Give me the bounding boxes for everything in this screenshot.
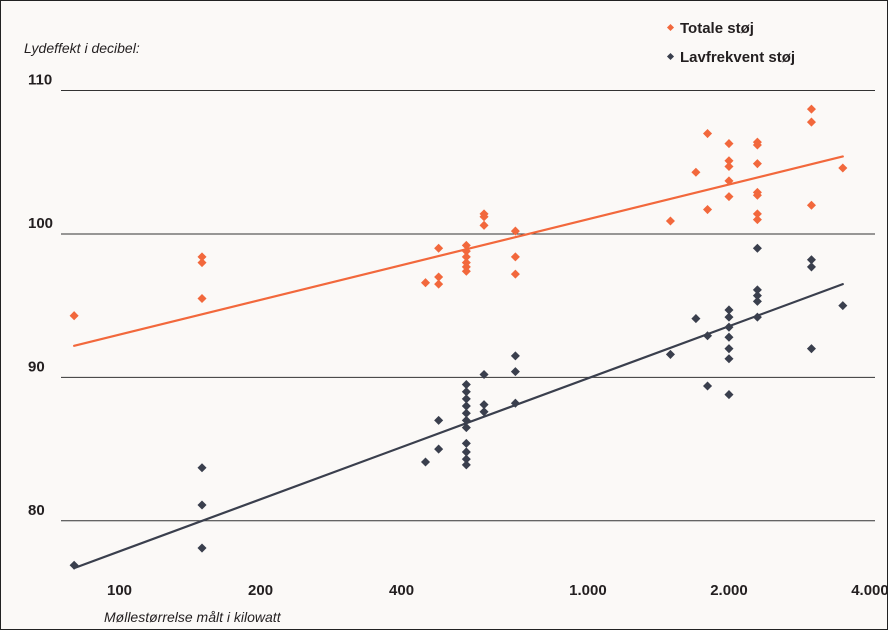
x-axis-label: Møllestørrelse målt i kilowatt [104, 609, 282, 625]
data-point-series-1 [752, 296, 762, 306]
y-tick-label: 100 [28, 215, 53, 232]
legend-item-low: Lavfrekvent støj [666, 49, 795, 66]
data-point-series-0 [724, 192, 734, 202]
data-point-series-1 [461, 438, 471, 448]
data-point-series-0 [197, 258, 207, 268]
legend-marker-total [666, 23, 675, 32]
data-point-series-1 [724, 305, 734, 315]
data-point-series-1 [69, 560, 79, 570]
data-point-series-1 [665, 349, 675, 359]
data-point-series-1 [510, 398, 520, 408]
grid-lines [61, 90, 875, 522]
x-tick-label: 1.000 [569, 582, 607, 599]
data-point-series-1 [691, 314, 701, 324]
x-tick-label: 4.000 [851, 582, 887, 599]
data-point-series-1 [434, 415, 444, 425]
legend-label-low: Lavfrekvent støj [680, 49, 795, 66]
data-point-series-1 [703, 381, 713, 391]
trend-lines [73, 155, 844, 570]
legend-item-total: Totale støj [666, 20, 754, 37]
data-point-series-1 [752, 285, 762, 295]
data-points [69, 104, 848, 570]
data-point-series-0 [724, 139, 734, 149]
data-point-series-0 [479, 220, 489, 230]
data-point-series-1 [806, 344, 816, 354]
data-point-series-0 [197, 252, 207, 262]
legend: Totale støj Lavfrekvent støj [666, 20, 795, 66]
data-point-series-1 [197, 543, 207, 553]
data-point-series-0 [724, 156, 734, 166]
y-tick-label: 110 [28, 72, 52, 89]
data-point-series-0 [752, 137, 762, 147]
x-tick-label: 200 [248, 582, 273, 599]
x-tick-labels: 100 200 400 1.000 2.000 4.000 [107, 582, 887, 599]
data-point-series-0 [838, 163, 848, 173]
legend-label-total: Totale støj [680, 20, 754, 37]
data-point-series-1 [724, 332, 734, 342]
trend-line-series-1 [73, 283, 844, 570]
data-point-series-1 [838, 301, 848, 311]
data-point-series-0 [752, 159, 762, 169]
data-point-series-0 [752, 187, 762, 197]
x-tick-label: 2.000 [710, 582, 748, 599]
data-point-series-0 [806, 104, 816, 114]
data-point-series-0 [806, 117, 816, 127]
data-point-series-0 [703, 205, 713, 215]
data-point-series-1 [703, 331, 713, 341]
data-point-series-1 [724, 354, 734, 364]
data-point-series-0 [665, 216, 675, 226]
data-point-series-0 [434, 279, 444, 289]
y-axis-label: Lydeffekt i decibel: [24, 40, 140, 56]
data-point-series-1 [510, 367, 520, 377]
data-point-series-0 [752, 215, 762, 225]
data-point-series-1 [461, 460, 471, 470]
data-point-series-0 [510, 269, 520, 279]
data-point-series-1 [724, 390, 734, 400]
legend-marker-low [666, 52, 675, 61]
data-point-series-1 [420, 457, 431, 467]
data-point-series-1 [752, 243, 762, 253]
data-point-series-1 [479, 400, 489, 410]
data-point-series-0 [420, 278, 431, 288]
trend-line-series-0 [73, 155, 844, 347]
data-point-series-0 [510, 252, 520, 262]
data-point-series-0 [703, 129, 713, 139]
x-tick-label: 400 [389, 582, 414, 599]
y-tick-label: 80 [28, 502, 45, 519]
data-point-series-1 [752, 291, 762, 301]
data-point-series-1 [197, 500, 207, 510]
data-point-series-1 [724, 322, 734, 332]
data-point-series-0 [434, 243, 444, 253]
data-point-series-1 [724, 344, 734, 354]
data-point-series-1 [752, 312, 762, 322]
data-point-series-0 [69, 311, 79, 321]
data-point-series-1 [197, 463, 207, 473]
data-point-series-1 [510, 351, 520, 361]
data-point-series-1 [806, 262, 816, 272]
data-point-series-0 [806, 200, 816, 210]
data-point-series-1 [434, 444, 444, 454]
data-point-series-0 [691, 167, 701, 177]
y-tick-labels: 80 90 100 110 [28, 72, 53, 519]
y-tick-label: 90 [28, 358, 45, 375]
data-point-series-0 [197, 293, 207, 304]
data-point-series-0 [752, 209, 762, 219]
x-tick-label: 100 [107, 582, 132, 599]
